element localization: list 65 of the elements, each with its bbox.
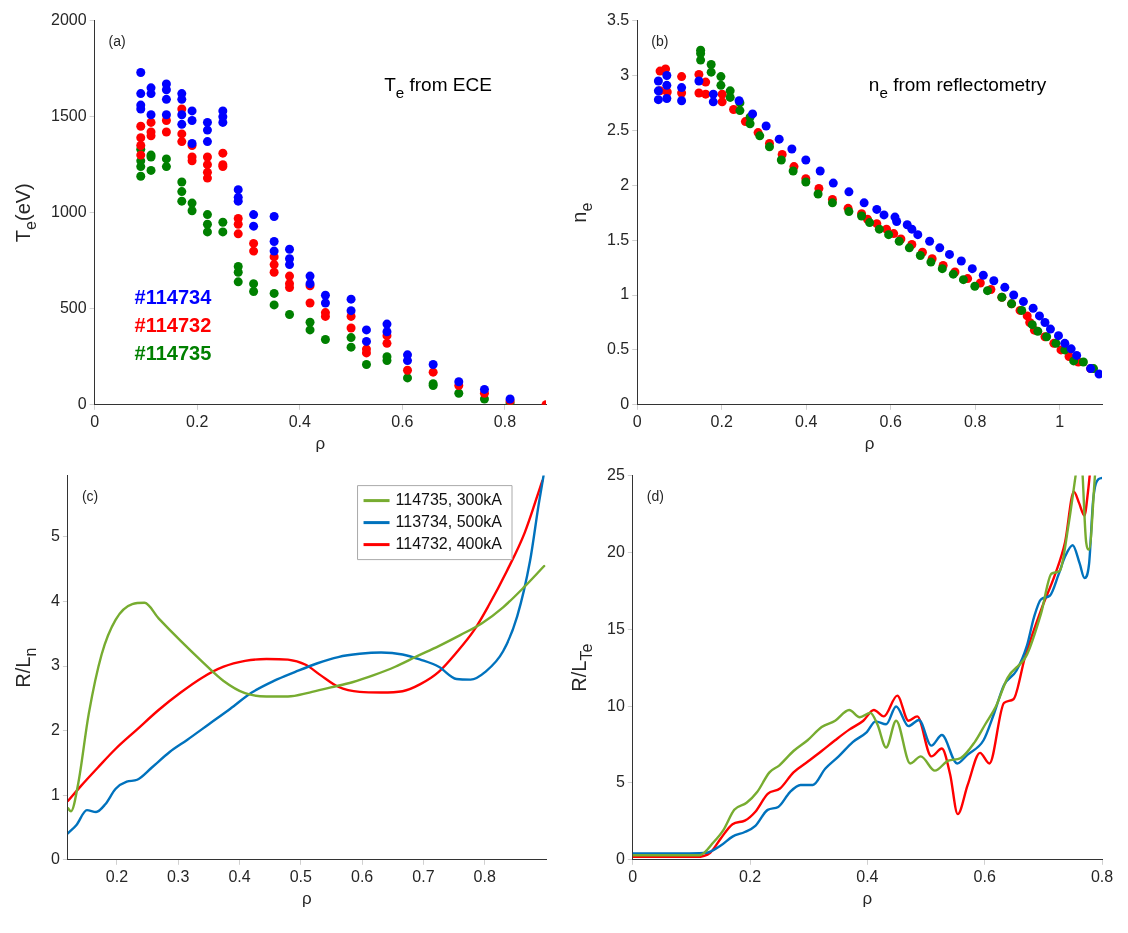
y-tick-label: 1 bbox=[50, 785, 60, 803]
annotation: (c) bbox=[81, 488, 99, 505]
x-tick-label: 0.4 bbox=[228, 867, 251, 885]
y-tick-label: 3.5 bbox=[606, 11, 630, 29]
y-axis-title: Te(eV) bbox=[11, 183, 40, 243]
y-tick-label: 25 bbox=[607, 466, 625, 484]
x-axis-title: ρ bbox=[862, 889, 873, 909]
x-tick-label: 0.4 bbox=[795, 412, 818, 430]
y-tick-label: 1000 bbox=[51, 203, 87, 221]
y-tick-label: 500 bbox=[59, 299, 87, 317]
y-tick-label: 1500 bbox=[51, 107, 87, 125]
y-tick-label: 2.5 bbox=[606, 120, 630, 138]
annotation: (b) bbox=[651, 33, 669, 50]
x-tick-label: 0 bbox=[632, 412, 642, 430]
y-tick-label: 1.5 bbox=[606, 230, 630, 248]
text: #114732 bbox=[134, 314, 212, 337]
y-tick-label: 10 bbox=[607, 696, 625, 714]
y-tick-label: 5 bbox=[615, 773, 625, 791]
x-tick-label: 0.4 bbox=[288, 412, 311, 430]
y-tick-label: 4 bbox=[50, 591, 60, 609]
x-tick-label: 1 bbox=[1055, 412, 1065, 430]
text: #114734 bbox=[134, 286, 213, 309]
x-tick-label: 0.3 bbox=[167, 867, 190, 885]
x-tick-label: 0.2 bbox=[186, 412, 209, 430]
y-tick-label: 0 bbox=[77, 395, 87, 413]
annotation: (d) bbox=[646, 488, 664, 505]
x-tick-label: 0.8 bbox=[493, 412, 517, 430]
annotation: (a) bbox=[108, 33, 126, 50]
y-axis-title: ne bbox=[567, 202, 596, 223]
x-tick-label: 0.5 bbox=[289, 867, 313, 885]
text: #114735 bbox=[134, 342, 212, 365]
y-tick-label: 2000 bbox=[51, 11, 87, 29]
x-axis-title: ρ bbox=[302, 889, 312, 909]
y-axis-title: R/LTe bbox=[567, 643, 596, 692]
y-tick-label: 0 bbox=[50, 850, 60, 868]
x-tick-label: 0.8 bbox=[473, 867, 496, 885]
y-tick-label: 0 bbox=[615, 850, 625, 868]
x-tick-label: 0.7 bbox=[412, 867, 435, 885]
x-tick-label: 0.2 bbox=[710, 412, 733, 430]
y-tick-label: 3 bbox=[620, 65, 630, 83]
x-tick-label: 0.6 bbox=[350, 867, 374, 885]
x-tick-label: 0.2 bbox=[738, 867, 762, 885]
x-tick-label: 0 bbox=[90, 412, 100, 430]
x-tick-label: 0.6 bbox=[879, 412, 902, 430]
y-tick-label: 2 bbox=[620, 175, 630, 193]
y-tick-label: 2 bbox=[50, 721, 60, 739]
legend-label: 113734, 500kA bbox=[395, 513, 503, 531]
x-tick-label: 0.2 bbox=[105, 867, 129, 885]
y-tick-label: 0.5 bbox=[606, 340, 630, 358]
x-tick-label: 0.6 bbox=[973, 867, 996, 885]
y-tick-label: 3 bbox=[50, 656, 60, 674]
y-tick-label: 1 bbox=[620, 285, 630, 303]
x-tick-label: 0.6 bbox=[391, 412, 414, 430]
y-tick-label: 15 bbox=[607, 619, 625, 637]
y-tick-label: 5 bbox=[50, 527, 60, 545]
y-tick-label: 0 bbox=[620, 395, 630, 413]
legend-label: 114732, 400kA bbox=[395, 535, 503, 553]
x-tick-label: 0.8 bbox=[1090, 867, 1114, 885]
legend-label: 114735, 300kA bbox=[395, 491, 503, 509]
x-axis-title: ρ bbox=[864, 434, 875, 454]
y-tick-label: 20 bbox=[607, 542, 625, 560]
x-tick-label: 0.4 bbox=[856, 867, 879, 885]
x-tick-label: 0.8 bbox=[964, 412, 987, 430]
y-axis-title: R/Ln bbox=[11, 647, 40, 688]
x-axis-title: ρ bbox=[315, 434, 326, 454]
